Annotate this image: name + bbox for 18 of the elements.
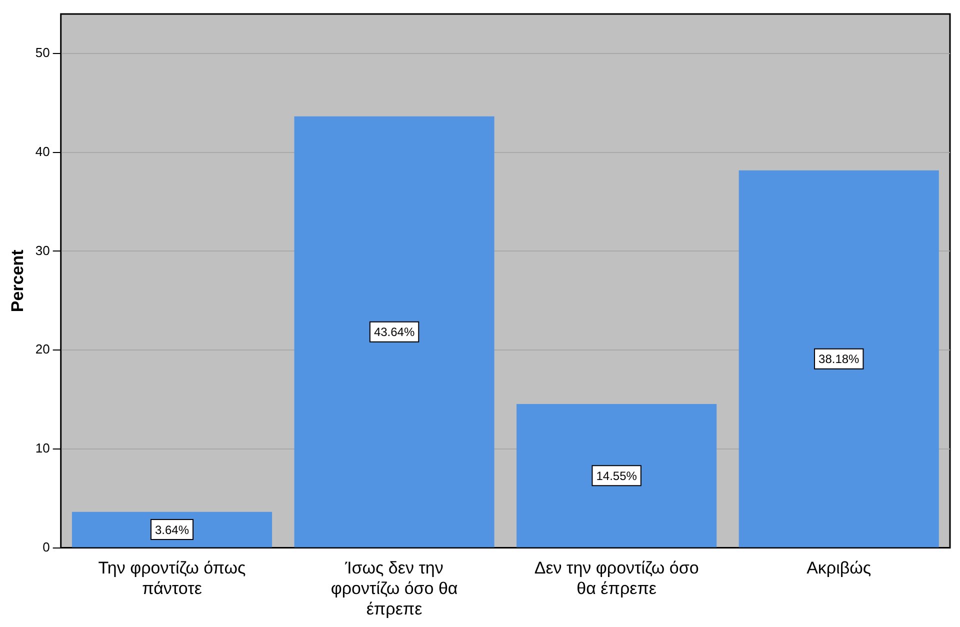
x-tick-label: Ακριβώς: [806, 558, 872, 578]
y-tick-label: 20: [35, 342, 50, 357]
bar: [516, 404, 717, 548]
y-tick-label: 30: [35, 242, 50, 258]
y-tick-label: 0: [42, 539, 50, 554]
x-tick-label: Ίσως δεν την φροντίζω όσο θα έπρεπε: [330, 558, 458, 618]
data-label: 3.64%: [154, 522, 190, 537]
x-tick-label: Την φροντίζω όπως πάντοτε: [98, 558, 246, 598]
data-label: 14.55%: [596, 468, 638, 483]
y-tick-label: 10: [35, 440, 50, 456]
y-axis-title: Percent: [8, 249, 27, 312]
data-label: 38.18%: [818, 352, 860, 366]
y-tick-label: 40: [35, 144, 50, 159]
bar: [738, 170, 939, 548]
x-tick-label: Δεν την φροντίζω όσο θα έπρεπε: [534, 558, 699, 598]
bar: [294, 116, 494, 548]
data-label: 43.64%: [374, 325, 415, 340]
y-tick-label: 50: [35, 45, 50, 60]
